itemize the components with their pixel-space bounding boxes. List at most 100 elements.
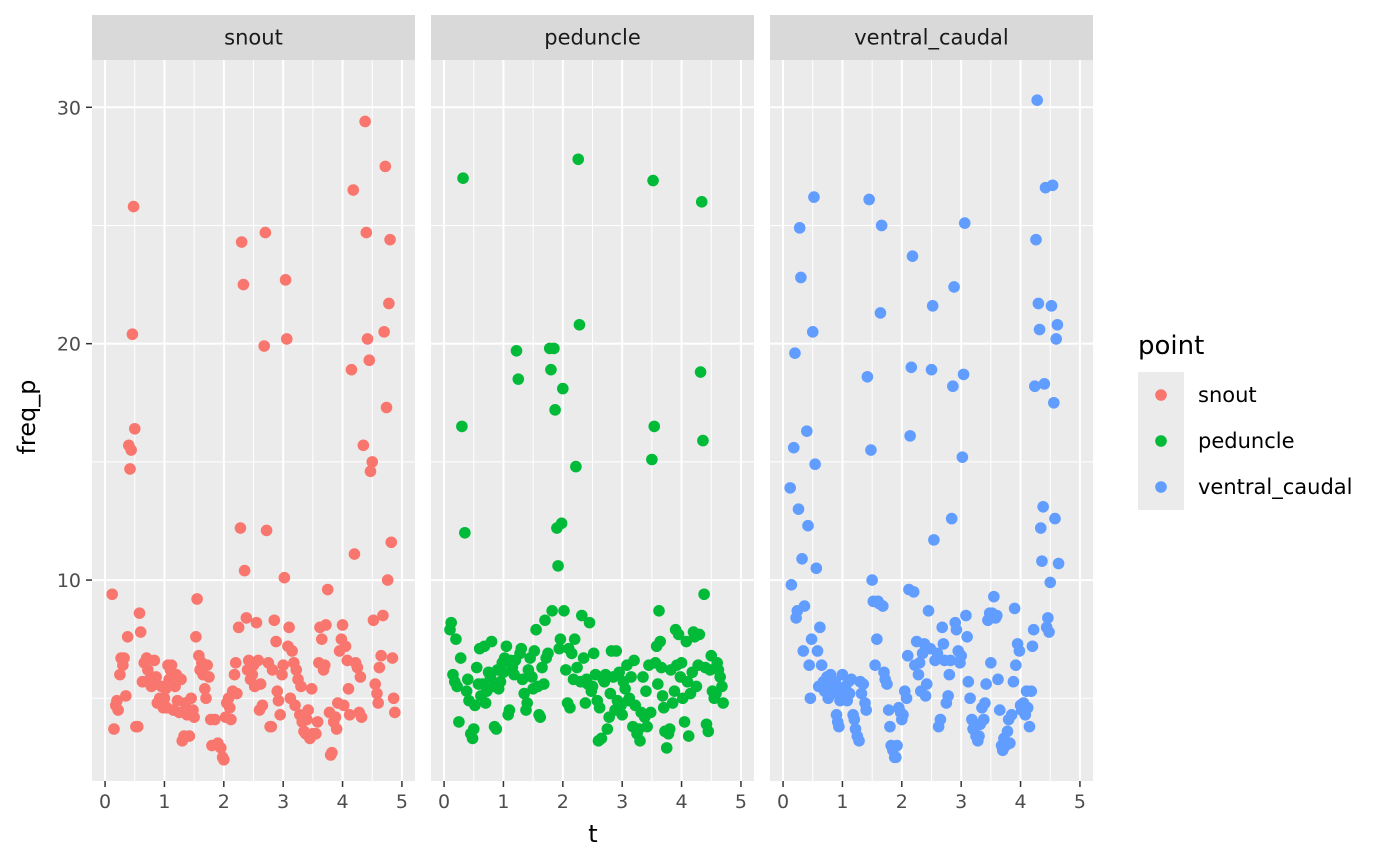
- data-point-ventral_caudal: [793, 222, 806, 234]
- data-point-ventral_caudal: [900, 692, 913, 705]
- data-point-ventral_caudal: [973, 730, 985, 742]
- data-point-snout: [133, 607, 146, 619]
- y-tick-label: 30: [57, 97, 81, 119]
- x-tick-label: 5: [735, 791, 747, 813]
- legend-item-snout: snout: [1138, 372, 1257, 418]
- data-point-peduncle: [462, 673, 474, 686]
- data-point-ventral_caudal: [1001, 725, 1014, 738]
- data-point-ventral_caudal: [980, 678, 992, 690]
- data-point-ventral_caudal: [1005, 709, 1018, 721]
- data-point-ventral_caudal: [988, 590, 1000, 603]
- data-point-peduncle: [454, 652, 467, 664]
- data-point-snout: [302, 704, 314, 716]
- data-point-peduncle: [490, 723, 503, 735]
- data-point-snout: [203, 671, 215, 683]
- facet-strip-label: ventral_caudal: [854, 26, 1009, 51]
- data-point-snout: [360, 226, 373, 239]
- data-point-ventral_caudal: [871, 633, 883, 645]
- data-point-ventral_caudal: [1008, 602, 1021, 615]
- data-point-ventral_caudal: [958, 217, 971, 229]
- data-point-snout: [159, 683, 172, 695]
- data-point-snout: [120, 690, 132, 702]
- data-point-peduncle: [690, 680, 703, 693]
- data-point-ventral_caudal: [1048, 396, 1060, 409]
- data-point-peduncle: [682, 730, 695, 742]
- legend-key-marker: [1155, 389, 1167, 401]
- x-tick-label: 5: [1074, 791, 1086, 813]
- x-axis-title: t: [588, 820, 597, 848]
- data-point-snout: [286, 645, 298, 657]
- data-point-snout: [237, 278, 250, 291]
- data-point-snout: [124, 463, 136, 475]
- data-point-ventral_caudal: [861, 370, 874, 383]
- data-point-ventral_caudal: [977, 713, 990, 726]
- data-point-ventral_caudal: [884, 720, 896, 733]
- data-point-snout: [254, 678, 267, 690]
- data-point-peduncle: [573, 318, 586, 331]
- data-point-ventral_caudal: [993, 704, 1006, 716]
- data-point-peduncle: [512, 373, 525, 385]
- data-point-ventral_caudal: [802, 519, 814, 532]
- data-point-snout: [377, 609, 389, 622]
- data-point-ventral_caudal: [904, 430, 916, 442]
- data-point-ventral_caudal: [897, 709, 909, 721]
- y-axis: 10 20 30: [57, 97, 92, 592]
- data-point-peduncle: [656, 690, 669, 702]
- data-point-peduncle: [628, 654, 640, 667]
- data-point-snout: [142, 664, 154, 676]
- data-point-ventral_caudal: [901, 649, 914, 662]
- data-point-peduncle: [714, 671, 726, 683]
- data-point-ventral_caudal: [1021, 701, 1034, 714]
- data-point-snout: [301, 713, 313, 726]
- data-point-ventral_caudal: [913, 657, 926, 669]
- data-point-peduncle: [641, 720, 653, 733]
- data-point-peduncle: [565, 647, 578, 660]
- data-point-ventral_caudal: [866, 574, 878, 586]
- data-point-ventral_caudal: [1043, 626, 1055, 638]
- data-point-ventral_caudal: [869, 659, 881, 671]
- data-point-snout: [369, 678, 382, 690]
- x-tick-label: 2: [896, 791, 908, 813]
- x-tick-label: 5: [396, 791, 408, 813]
- data-point-ventral_caudal: [806, 326, 819, 338]
- data-point-snout: [386, 652, 399, 664]
- data-point-snout: [190, 631, 202, 643]
- facet-strip: [431, 15, 754, 60]
- data-point-peduncle: [644, 706, 657, 719]
- data-point-ventral_caudal: [829, 675, 842, 688]
- data-point-snout: [337, 699, 350, 712]
- data-point-peduncle: [698, 588, 710, 601]
- x-tick-label: 4: [337, 791, 349, 813]
- data-point-ventral_caudal: [948, 281, 960, 293]
- data-point-ventral_caudal: [979, 697, 991, 709]
- data-point-peduncle: [675, 657, 688, 669]
- data-point-ventral_caudal: [1032, 297, 1045, 310]
- data-point-peduncle: [702, 725, 715, 738]
- data-point-peduncle: [681, 675, 694, 688]
- data-point-snout: [127, 200, 140, 213]
- x-tick-label: 0: [99, 791, 111, 813]
- data-point-peduncle: [646, 453, 658, 466]
- data-point-ventral_caudal: [815, 659, 828, 671]
- data-point-peduncle: [546, 604, 558, 617]
- data-point-snout: [134, 626, 147, 638]
- data-point-peduncle: [663, 723, 676, 735]
- data-point-peduncle: [652, 678, 664, 690]
- data-point-peduncle: [634, 735, 646, 747]
- data-point-peduncle: [526, 671, 538, 683]
- data-point-snout: [125, 444, 137, 456]
- data-point-peduncle: [450, 633, 462, 645]
- facet-panel-peduncle: peduncle 0 1 2 3 4 5: [431, 15, 754, 813]
- data-point-peduncle: [545, 363, 557, 376]
- data-point-peduncle: [466, 732, 479, 745]
- data-point-peduncle: [660, 742, 673, 754]
- data-point-peduncle: [479, 697, 492, 709]
- data-point-peduncle: [456, 420, 468, 433]
- data-point-snout: [280, 333, 293, 345]
- data-point-ventral_caudal: [787, 441, 800, 454]
- data-point-snout: [357, 439, 370, 452]
- data-point-ventral_caudal: [881, 678, 893, 690]
- data-point-snout: [305, 683, 318, 695]
- data-point-ventral_caudal: [907, 586, 920, 598]
- data-point-ventral_caudal: [789, 347, 801, 359]
